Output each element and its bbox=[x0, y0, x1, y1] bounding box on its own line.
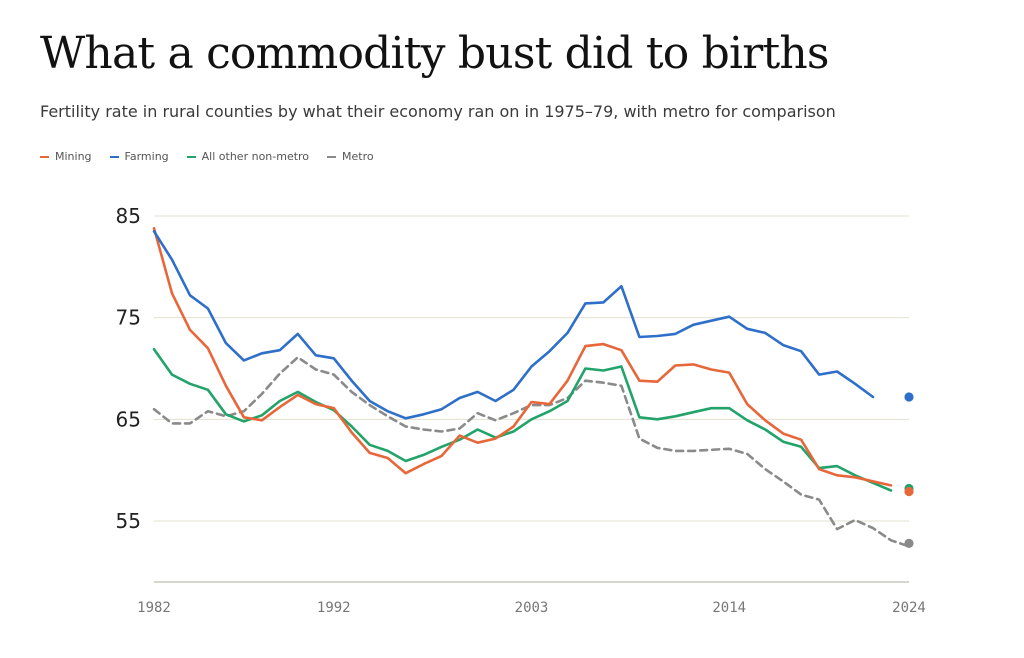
legend-item-metro: Metro bbox=[327, 150, 374, 163]
legend-swatch-metro bbox=[327, 155, 337, 158]
series-line-mining bbox=[152, 226, 893, 487]
x-tick-label-2003: 2003 bbox=[515, 600, 549, 616]
legend-item-other: All other non-metro bbox=[186, 150, 310, 163]
x-tick-label-2014: 2014 bbox=[712, 600, 746, 616]
legend-swatch-farming bbox=[109, 155, 119, 158]
legend-item-farming: Farming bbox=[109, 150, 169, 163]
legend-label-metro: Metro bbox=[342, 150, 374, 163]
series-line-all-other-non-metro bbox=[152, 347, 893, 492]
series-lines bbox=[152, 226, 911, 548]
series-line-metro bbox=[152, 356, 911, 548]
x-axis-ticks: 1982 1992 2003 2014 2024 bbox=[137, 600, 926, 616]
chart-legend: Mining Farming All other non-metro Metro bbox=[40, 150, 374, 163]
legend-label-mining: Mining bbox=[55, 150, 92, 163]
x-tick-label-1992: 1992 bbox=[317, 600, 351, 616]
legend-swatch-other bbox=[186, 155, 196, 158]
x-tick-label-1982: 1982 bbox=[137, 600, 171, 616]
y-tick-label-65: 65 bbox=[116, 407, 141, 431]
chart-title: What a commodity bust did to births bbox=[40, 28, 829, 79]
end-point-mining bbox=[904, 486, 914, 497]
legend-swatch-mining bbox=[40, 155, 49, 158]
legend-label-other: All other non-metro bbox=[201, 150, 310, 163]
end-point-metro bbox=[904, 538, 914, 548]
y-tick-label-55: 55 bbox=[116, 509, 141, 533]
y-tick-label-85: 85 bbox=[116, 204, 141, 228]
legend-label-farming: Farming bbox=[124, 150, 169, 163]
legend-item-mining: Mining bbox=[40, 150, 92, 163]
end-point-farming bbox=[904, 392, 914, 402]
x-tick-label-2024: 2024 bbox=[892, 600, 926, 616]
chart-subtitle: Fertility rate in rural counties by what… bbox=[40, 102, 836, 121]
series-line-farming bbox=[152, 230, 875, 420]
y-axis-ticks: 55 65 75 85 bbox=[116, 204, 141, 533]
gridlines bbox=[154, 215, 909, 522]
y-tick-label-75: 75 bbox=[116, 306, 141, 330]
end-point-markers bbox=[904, 392, 914, 548]
